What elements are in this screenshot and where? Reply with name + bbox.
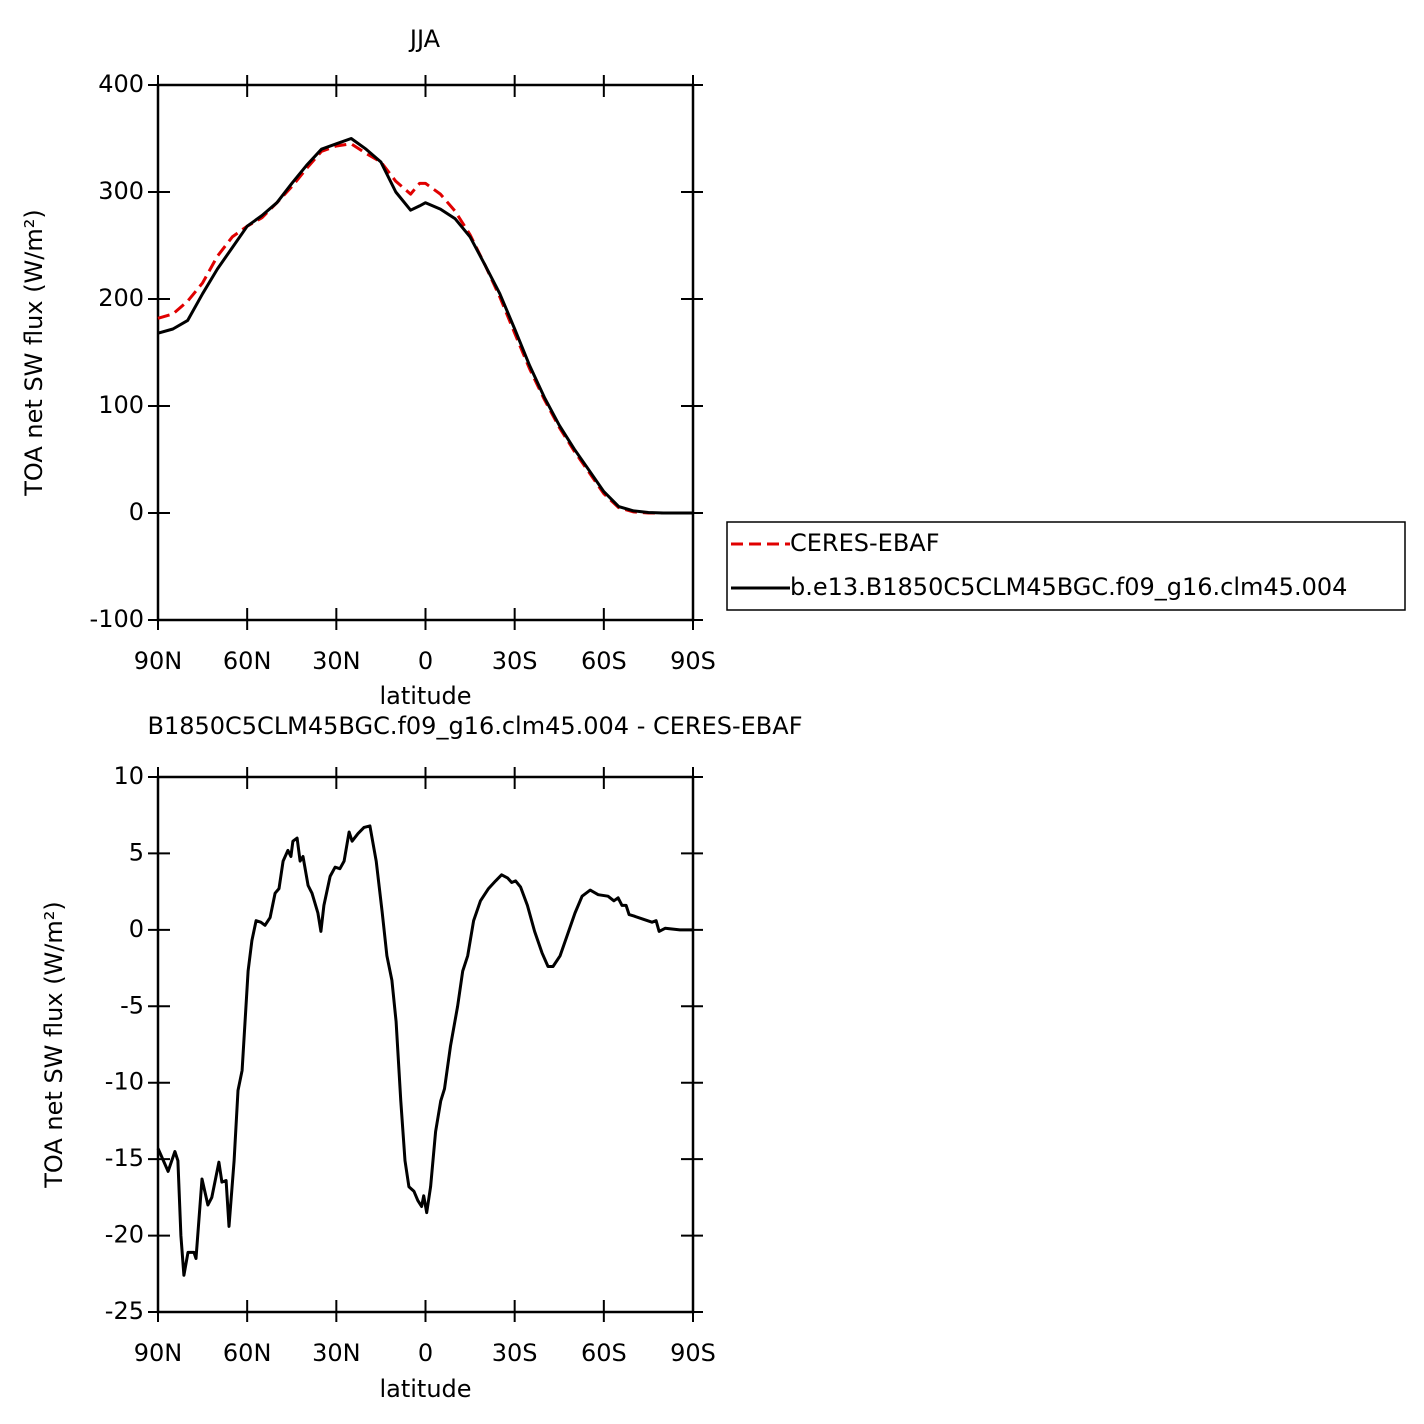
- y-tick-label: -10: [105, 1068, 144, 1096]
- x-tick-label: 30S: [492, 647, 538, 675]
- y-tick-label: 300: [98, 177, 144, 205]
- series-line: [157, 142, 693, 515]
- y-tick-label: 10: [113, 762, 144, 790]
- plot-frame: [156, 775, 695, 1314]
- y-axis-label: TOA net SW flux (W/m²): [20, 209, 48, 497]
- y-tick-label: -15: [105, 1144, 144, 1172]
- y-tick-label: -20: [105, 1221, 144, 1249]
- y-axis-label: TOA net SW flux (W/m²): [40, 901, 68, 1189]
- legend-box: [726, 521, 1406, 611]
- y-tick-label: 0: [129, 498, 144, 526]
- x-axis-label: latitude: [379, 682, 471, 710]
- y-tick-label: -25: [105, 1297, 144, 1325]
- y-tick-label: -100: [90, 605, 144, 633]
- chart-title: B1850C5CLM45BGC.f09_g16.clm45.004 - CERE…: [147, 712, 802, 740]
- x-tick-label: 90N: [134, 647, 183, 675]
- x-tick-label: 60S: [581, 647, 627, 675]
- x-axis-label: latitude: [379, 1375, 471, 1403]
- x-tick-label: 0: [418, 1339, 433, 1367]
- y-tick-label: -5: [120, 991, 144, 1019]
- x-tick-label: 60S: [581, 1339, 627, 1367]
- y-tick-label: 0: [129, 915, 144, 943]
- series-line: [157, 137, 693, 515]
- legend-label: b.e13.B1850C5CLM45BGC.f09_g16.clm45.004: [790, 573, 1347, 601]
- x-tick-label: 60N: [223, 1339, 272, 1367]
- y-tick-label: 200: [98, 284, 144, 312]
- x-tick-label: 30S: [492, 1339, 538, 1367]
- x-tick-label: 90N: [134, 1339, 183, 1367]
- x-tick-label: 30N: [312, 647, 361, 675]
- x-tick-label: 60N: [223, 647, 272, 675]
- y-tick-label: 100: [98, 391, 144, 419]
- y-tick-label: 400: [98, 70, 144, 98]
- x-tick-label: 30N: [312, 1339, 361, 1367]
- chart-title: JJA: [408, 25, 441, 53]
- plot-frame: [156, 83, 695, 622]
- y-tick-label: 5: [129, 838, 144, 866]
- x-tick-label: 90S: [670, 1339, 716, 1367]
- series-line: [156, 824, 693, 1277]
- x-tick-label: 0: [418, 647, 433, 675]
- x-tick-label: 90S: [670, 647, 716, 675]
- legend-label: CERES-EBAF: [790, 529, 940, 557]
